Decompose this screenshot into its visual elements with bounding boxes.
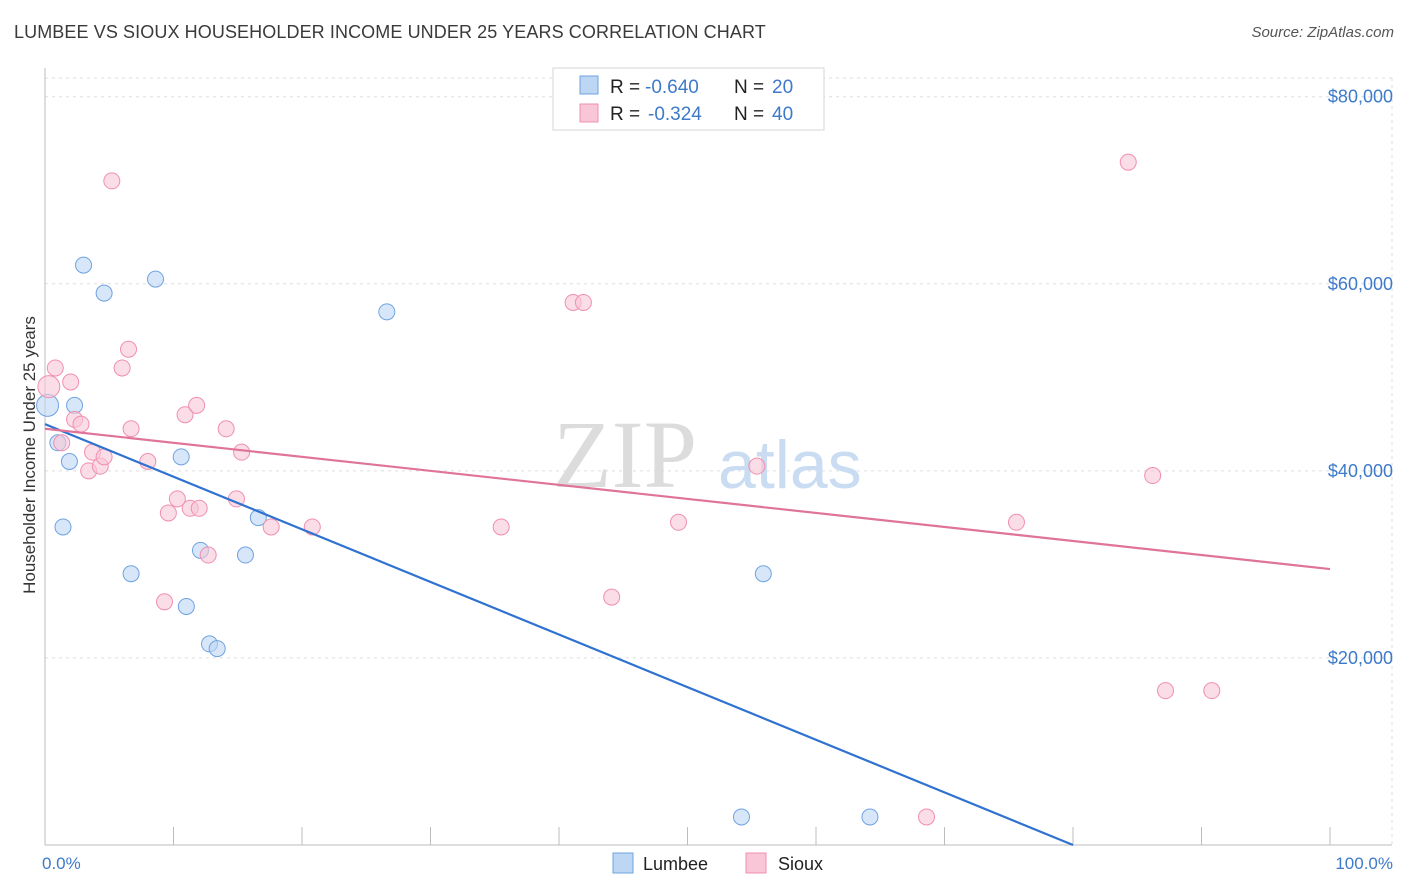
point-lumbee xyxy=(378,303,396,321)
y-tick-label: $80,000 xyxy=(1328,87,1393,107)
point-sioux xyxy=(1144,467,1162,485)
point-sioux xyxy=(603,588,621,606)
point-sioux xyxy=(103,172,121,190)
point-sioux xyxy=(190,499,208,517)
point-sioux xyxy=(168,490,186,508)
point-sioux xyxy=(748,457,766,475)
x-tick-label-min: 0.0% xyxy=(42,854,81,873)
point-sioux xyxy=(113,359,131,377)
point-sioux xyxy=(262,518,280,536)
point-sioux xyxy=(1203,682,1221,700)
point-sioux xyxy=(492,518,510,536)
legend-r-value-lumbee: -0.640 xyxy=(645,77,699,98)
point-lumbee xyxy=(147,270,165,288)
point-sioux xyxy=(670,513,688,531)
point-sioux xyxy=(188,396,206,414)
legend-n-value-lumbee: 20 xyxy=(772,77,793,98)
legend-n-label-lumbee: N = xyxy=(734,77,764,98)
data-points xyxy=(36,153,1221,826)
point-sioux xyxy=(217,420,235,438)
legend-n-label-sioux: N = xyxy=(734,104,764,125)
point-sioux xyxy=(156,593,174,611)
point-lumbee xyxy=(122,565,140,583)
trend-lines xyxy=(44,423,1331,847)
point-sioux xyxy=(122,420,140,438)
point-lumbee xyxy=(54,518,72,536)
series-legend-swatch-lumbee xyxy=(612,852,634,874)
y-tick-label: $60,000 xyxy=(1328,274,1393,294)
chart-title: LUMBEE VS SIOUX HOUSEHOLDER INCOME UNDER… xyxy=(14,22,766,42)
point-sioux xyxy=(1119,153,1137,171)
point-sioux xyxy=(918,808,936,826)
point-sioux xyxy=(37,375,61,399)
watermark-zip: ZIP xyxy=(553,401,697,508)
legend-swatch-sioux xyxy=(579,103,599,123)
point-lumbee xyxy=(95,284,113,302)
point-lumbee xyxy=(172,448,190,466)
point-sioux xyxy=(46,359,64,377)
legend-n-value-sioux: 40 xyxy=(772,104,793,125)
point-lumbee xyxy=(754,565,772,583)
point-sioux xyxy=(159,504,177,522)
axes xyxy=(44,68,1392,846)
series-legend-label-lumbee: Lumbee xyxy=(643,854,708,874)
point-lumbee xyxy=(60,453,78,470)
point-sioux xyxy=(53,434,71,452)
trend-line-sioux xyxy=(44,427,1331,571)
x-tick-label-max: 100.0% xyxy=(1335,854,1393,873)
point-sioux xyxy=(233,443,251,461)
series-legend-swatch-sioux xyxy=(745,852,767,874)
point-sioux xyxy=(176,406,194,424)
point-lumbee xyxy=(208,640,226,658)
point-lumbee xyxy=(75,256,93,274)
legend-swatch-lumbee xyxy=(579,75,599,95)
point-sioux xyxy=(1007,513,1025,531)
point-sioux xyxy=(1157,682,1175,700)
point-lumbee xyxy=(177,597,195,615)
point-sioux xyxy=(199,546,217,564)
y-tick-label: $20,000 xyxy=(1328,648,1393,668)
watermark-atlas: atlas xyxy=(718,427,862,503)
correlation-legend: R = -0.640 N = 20 R = -0.324 N = 40 xyxy=(552,67,825,131)
chart-source: Source: ZipAtlas.com xyxy=(1251,24,1394,41)
point-lumbee xyxy=(861,808,879,826)
series-legend-label-sioux: Sioux xyxy=(778,854,823,874)
gridlines xyxy=(45,77,1393,845)
legend-r-label-sioux: R = xyxy=(610,104,640,125)
legend-r-label-lumbee: R = xyxy=(610,77,640,98)
point-lumbee xyxy=(732,808,750,826)
point-sioux xyxy=(574,293,592,311)
point-lumbee xyxy=(236,546,254,564)
legend-r-value-sioux: -0.324 xyxy=(648,104,702,125)
y-tick-label: $40,000 xyxy=(1328,461,1393,481)
point-sioux xyxy=(72,415,90,433)
point-sioux xyxy=(62,373,80,391)
series-legend: Lumbee Sioux xyxy=(612,852,823,874)
y-axis-label: Householder Income Under 25 years xyxy=(20,316,39,594)
point-sioux xyxy=(120,340,138,358)
trend-line-lumbee xyxy=(44,423,1074,847)
y-tick-labels: $20,000 $40,000 $60,000 $80,000 xyxy=(1328,87,1393,668)
